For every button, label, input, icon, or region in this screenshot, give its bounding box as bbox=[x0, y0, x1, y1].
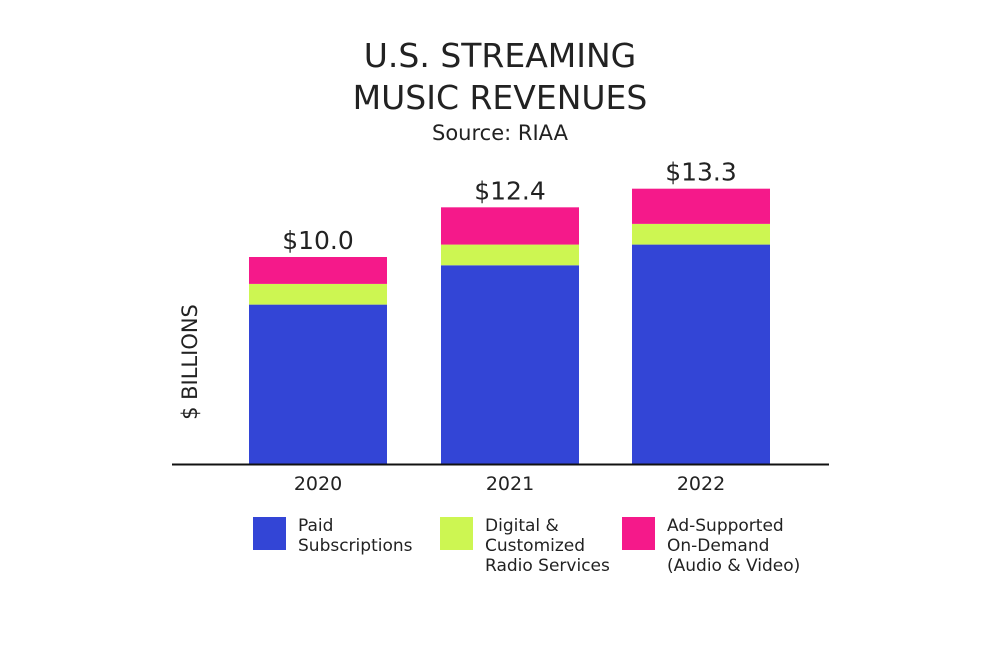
bar-segment-2021-digital-customized-radio-services bbox=[441, 244, 579, 266]
bar-segment-2022-digital-customized-radio-services bbox=[632, 223, 770, 245]
total-label-2021: $12.4 bbox=[474, 176, 546, 205]
total-label-2022: $13.3 bbox=[665, 158, 737, 187]
bar-segment-2020-paid-subscriptions bbox=[249, 304, 387, 464]
bar-segment-2021-paid-subscriptions bbox=[441, 265, 579, 464]
x-tick-label-2022: 2022 bbox=[677, 473, 725, 495]
chart-subtitle: Source: RIAA bbox=[432, 121, 568, 145]
chart-title-line-1: U.S. STREAMING bbox=[363, 36, 637, 75]
legend-label-paid-subscriptions: Paid Subscriptions bbox=[298, 516, 413, 556]
total-label-2020: $10.0 bbox=[282, 226, 354, 255]
x-tick-label-2021: 2021 bbox=[486, 473, 534, 495]
legend-label-ad-supported: Ad-Supported On-Demand (Audio & Video) bbox=[667, 516, 801, 576]
legend-swatch-paid-subscriptions bbox=[253, 517, 286, 550]
bar-segment-2020-ad-supported-on-demand-audio-video bbox=[249, 257, 387, 284]
legend-item-paid-subscriptions: Paid Subscriptions bbox=[253, 516, 412, 556]
legend-item-digital-radio: Digital & Customized Radio Services bbox=[440, 516, 610, 576]
chart-title-line-2: MUSIC REVENUES bbox=[352, 78, 648, 117]
y-axis-label: $ BILLIONS bbox=[178, 304, 202, 420]
x-tick-label-2020: 2020 bbox=[294, 473, 342, 495]
legend-item-ad-supported: Ad-Supported On-Demand (Audio & Video) bbox=[622, 516, 800, 576]
bar-segment-2022-ad-supported-on-demand-audio-video bbox=[632, 188, 770, 224]
legend-swatch-digital-radio bbox=[440, 517, 473, 550]
legend-label-digital-radio: Digital & Customized Radio Services bbox=[485, 516, 610, 576]
bar-segment-2021-ad-supported-on-demand-audio-video bbox=[441, 207, 579, 245]
bar-segment-2020-digital-customized-radio-services bbox=[249, 283, 387, 305]
legend-swatch-ad-supported bbox=[622, 517, 655, 550]
bar-segment-2022-paid-subscriptions bbox=[632, 244, 770, 464]
